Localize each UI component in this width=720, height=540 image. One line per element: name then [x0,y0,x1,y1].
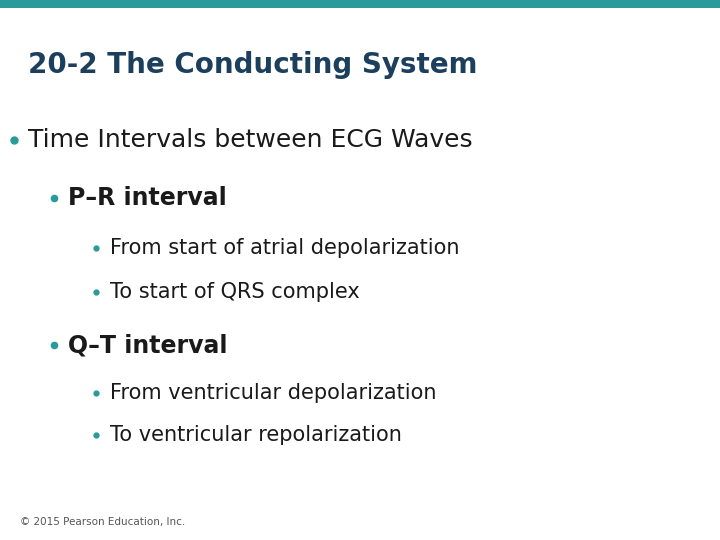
Text: Q–T interval: Q–T interval [68,333,228,357]
Bar [0,0,720,8]
Text: From ventricular depolarization: From ventricular depolarization [110,383,436,403]
Text: P–R interval: P–R interval [68,186,227,210]
Text: From start of atrial depolarization: From start of atrial depolarization [110,238,459,258]
Text: To ventricular repolarization: To ventricular repolarization [110,425,402,445]
Text: 20-2 The Conducting System: 20-2 The Conducting System [28,51,477,79]
Text: © 2015 Pearson Education, Inc.: © 2015 Pearson Education, Inc. [20,517,185,527]
Text: To start of QRS complex: To start of QRS complex [110,282,360,302]
Text: Time Intervals between ECG Waves: Time Intervals between ECG Waves [28,128,472,152]
